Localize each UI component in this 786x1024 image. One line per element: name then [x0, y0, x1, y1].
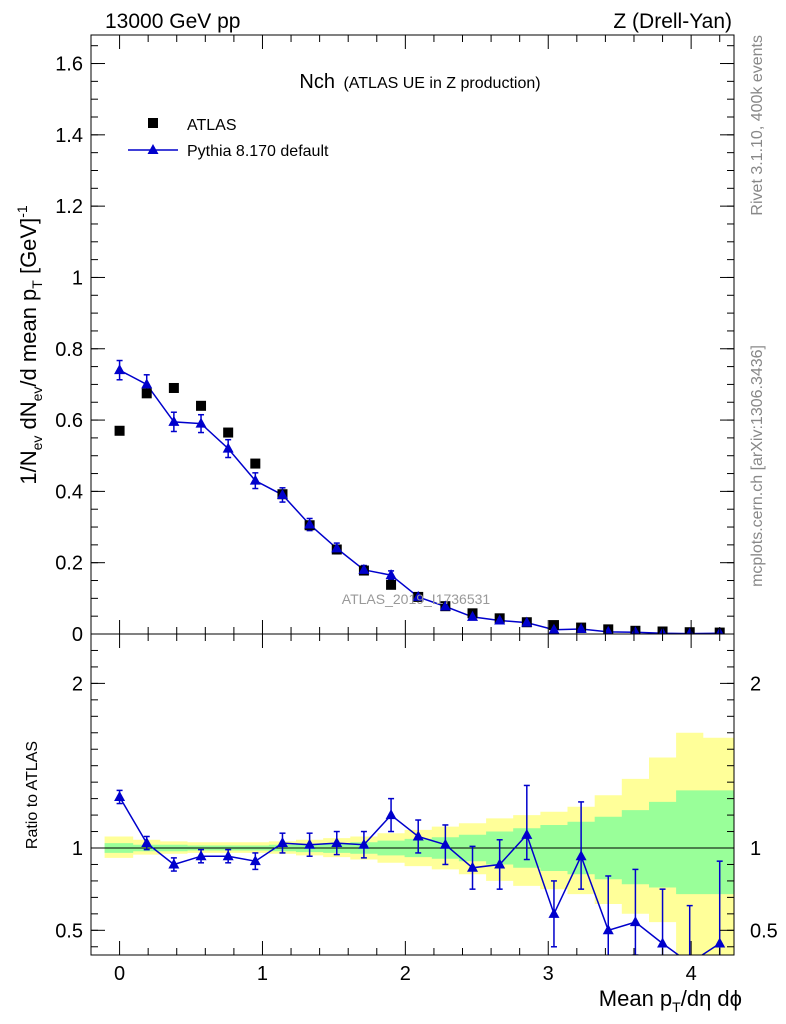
- top-ytick-label: 1.4: [55, 125, 83, 147]
- xtick-label: 4: [686, 963, 697, 985]
- ratio-data-layer: [91, 784, 734, 955]
- legend: ATLAS Pythia 8.170 default: [128, 117, 329, 160]
- mc-point: [575, 623, 587, 634]
- atlas-point: [114, 425, 125, 436]
- ratio-point: [548, 907, 560, 918]
- atlas-point: [386, 579, 397, 590]
- top-ytick-label: 0: [72, 624, 83, 646]
- ratio-ytick-label-right: 0.5: [750, 920, 778, 942]
- ratio-point: [467, 861, 479, 872]
- ratio-bands: [104, 732, 734, 955]
- ratio-ytick-label: 0.5: [55, 920, 83, 942]
- top-ytick-label: 0.6: [55, 410, 83, 432]
- legend-label-mc: Pythia 8.170 default: [187, 143, 329, 160]
- mc-point: [358, 563, 370, 574]
- mc-point: [249, 474, 261, 485]
- mc-point: [412, 590, 424, 601]
- ratio-point: [114, 790, 126, 801]
- mc-point: [114, 364, 126, 375]
- mcplots-label: mcplots.cern.ch [arXiv:1306.3436]: [749, 345, 766, 587]
- plot-title: Nch (ATLAS UE in Z production): [299, 71, 540, 93]
- ratio-band-inner: [104, 790, 734, 895]
- legend-marker-mc: [147, 144, 159, 154]
- atlas-point: [196, 400, 207, 411]
- ratio-point: [141, 837, 153, 848]
- mc-point: [222, 442, 234, 453]
- top-ytick-label: 0.8: [55, 339, 83, 361]
- ratio-point: [304, 838, 316, 849]
- mc-point: [631, 626, 640, 634]
- top-ytick-label: 0.2: [55, 553, 83, 575]
- xlabel: Mean pT/dη dϕ: [599, 986, 742, 1015]
- mc-point: [276, 488, 288, 499]
- xtick-label: 3: [543, 963, 554, 985]
- plot-title-sub: (ATLAS UE in Z production): [343, 75, 540, 92]
- mc-point: [385, 569, 397, 580]
- mc-point: [548, 623, 560, 634]
- plot-title-main: Nch: [299, 71, 335, 93]
- ratio-point: [249, 855, 261, 866]
- top-ytick-label: 1: [72, 267, 83, 289]
- ratio-point: [494, 858, 506, 869]
- mc-point: [331, 542, 343, 553]
- rivet-label: Rivet 3.1.10, 400k events: [749, 35, 766, 216]
- atlas-point: [223, 427, 234, 438]
- legend-label-atlas: ATLAS: [187, 117, 237, 134]
- xtick-label: 2: [400, 963, 411, 985]
- top-ytick-label: 1.2: [55, 196, 83, 218]
- ratio-ytick-label: 2: [72, 673, 83, 695]
- mc-point: [168, 415, 180, 426]
- mc-point: [195, 417, 207, 428]
- legend-marker-atlas: [148, 118, 158, 128]
- ratio-ytick-label: 1: [72, 838, 83, 860]
- ratio-point: [602, 924, 614, 935]
- ratio-point: [521, 828, 533, 839]
- axes-layer: 0 0.2 0.4 0.6 0.8 1 1.2 1.4 1.6 0 1 2 3 4 0.5 0.5 1 1 2 2: [55, 34, 778, 985]
- mc-point: [304, 518, 316, 529]
- ratio-point: [331, 837, 343, 848]
- ratio-frame: [90, 633, 735, 956]
- ratio-ytick-label-right: 2: [750, 673, 761, 695]
- top-ylabel: 1/Nev dNev/d mean pT [GeV]-1: [14, 205, 45, 485]
- ratio-point: [222, 850, 234, 861]
- atlas-point: [250, 458, 261, 469]
- mc-point: [521, 616, 533, 627]
- mc-point: [467, 610, 479, 621]
- mc-point: [439, 600, 451, 611]
- xtick-label: 0: [114, 963, 125, 985]
- ratio-point: [195, 850, 207, 861]
- ratio-point: [439, 838, 451, 849]
- mc-point: [603, 625, 613, 634]
- header-left: 13000 GeV pp: [105, 10, 240, 33]
- ratio-point: [358, 838, 370, 849]
- atlas-point: [141, 388, 152, 399]
- ratio-point: [629, 916, 641, 927]
- ratio-point: [412, 830, 424, 841]
- mc-point: [141, 378, 153, 389]
- mc-point: [494, 614, 506, 625]
- ratio-point: [714, 937, 726, 948]
- top-data-layer: [114, 359, 725, 634]
- ratio-point: [575, 850, 587, 861]
- ratio-point: [657, 937, 669, 948]
- ratio-ytick-label-right: 1: [750, 838, 761, 860]
- xtick-label: 1: [257, 963, 268, 985]
- analysis-watermark: ATLAS_2019_I1736531: [342, 591, 491, 607]
- atlas-point: [168, 382, 179, 393]
- ratio-point: [168, 858, 180, 869]
- header-right: Z (Drell-Yan): [613, 10, 732, 33]
- ratio-point: [385, 809, 397, 820]
- ratio-ylabel: Ratio to ATLAS: [24, 741, 41, 849]
- top-ytick-label: 0.4: [55, 481, 83, 503]
- ratio-point: [276, 837, 288, 848]
- top-ytick-label: 1.6: [55, 54, 83, 76]
